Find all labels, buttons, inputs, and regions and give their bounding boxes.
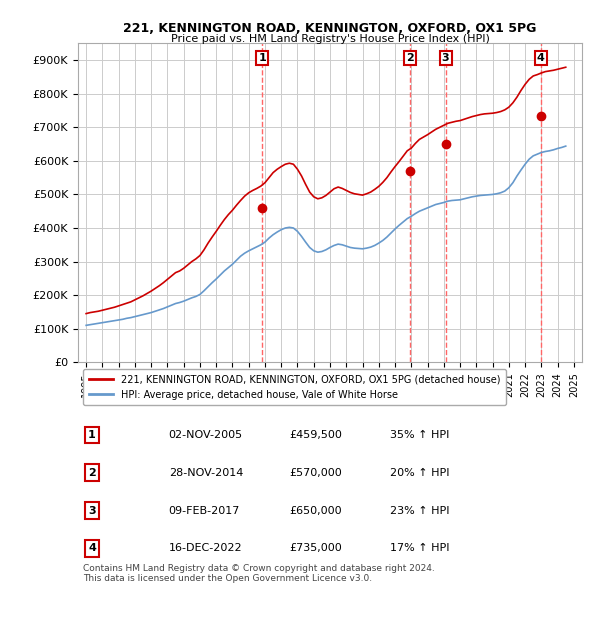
Legend: 221, KENNINGTON ROAD, KENNINGTON, OXFORD, OX1 5PG (detached house), HPI: Average: 221, KENNINGTON ROAD, KENNINGTON, OXFORD… — [83, 369, 506, 405]
Text: Price paid vs. HM Land Registry's House Price Index (HPI): Price paid vs. HM Land Registry's House … — [170, 34, 490, 44]
Text: 2: 2 — [88, 468, 96, 478]
Text: £570,000: £570,000 — [290, 468, 343, 478]
Text: 1: 1 — [259, 53, 266, 63]
Text: 4: 4 — [537, 53, 545, 63]
Text: £459,500: £459,500 — [290, 430, 343, 440]
Text: 4: 4 — [88, 544, 96, 554]
Text: 1: 1 — [88, 430, 96, 440]
Text: 3: 3 — [88, 506, 96, 516]
Text: 3: 3 — [442, 53, 449, 63]
Text: 20% ↑ HPI: 20% ↑ HPI — [391, 468, 450, 478]
Text: 17% ↑ HPI: 17% ↑ HPI — [391, 544, 450, 554]
Text: £650,000: £650,000 — [290, 506, 343, 516]
Text: £735,000: £735,000 — [290, 544, 343, 554]
Text: 221, KENNINGTON ROAD, KENNINGTON, OXFORD, OX1 5PG: 221, KENNINGTON ROAD, KENNINGTON, OXFORD… — [124, 22, 536, 35]
Text: 35% ↑ HPI: 35% ↑ HPI — [391, 430, 450, 440]
Text: 09-FEB-2017: 09-FEB-2017 — [169, 506, 240, 516]
Text: 02-NOV-2005: 02-NOV-2005 — [169, 430, 243, 440]
Text: 28-NOV-2014: 28-NOV-2014 — [169, 468, 243, 478]
Text: 23% ↑ HPI: 23% ↑ HPI — [391, 506, 450, 516]
Text: Contains HM Land Registry data © Crown copyright and database right 2024.
This d: Contains HM Land Registry data © Crown c… — [83, 564, 435, 583]
Text: 2: 2 — [406, 53, 414, 63]
Text: 16-DEC-2022: 16-DEC-2022 — [169, 544, 242, 554]
